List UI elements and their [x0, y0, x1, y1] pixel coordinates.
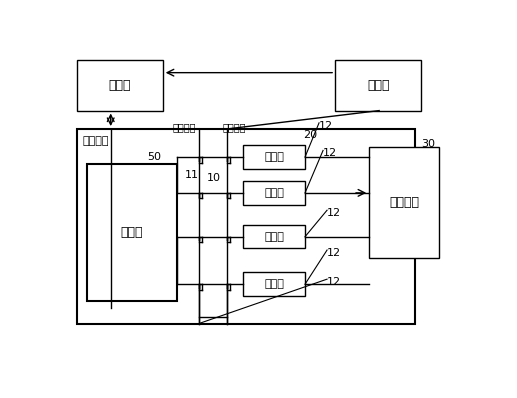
Text: 负极电源: 负极电源 — [223, 122, 247, 132]
Text: 导航仪: 导航仪 — [109, 79, 131, 92]
Text: 12: 12 — [327, 248, 341, 258]
Text: 继电器: 继电器 — [264, 152, 284, 162]
Text: 正极电源: 正极电源 — [173, 122, 196, 132]
Bar — [243, 181, 305, 205]
Text: 单片机: 单片机 — [120, 226, 143, 239]
Bar — [243, 145, 305, 169]
Text: 升降装置: 升降装置 — [389, 196, 419, 209]
Text: 12: 12 — [323, 148, 337, 158]
Bar — [369, 147, 439, 258]
Text: 12: 12 — [327, 208, 341, 218]
Bar — [335, 60, 421, 111]
Text: 12: 12 — [327, 277, 341, 287]
Text: 继电器: 继电器 — [264, 232, 284, 242]
Text: 12: 12 — [319, 121, 333, 131]
Bar — [77, 60, 163, 111]
Text: 继电器: 继电器 — [264, 279, 284, 289]
Text: 控制单元: 控制单元 — [83, 136, 109, 146]
Bar — [87, 164, 177, 300]
Bar — [243, 225, 305, 248]
Text: 30: 30 — [421, 139, 435, 149]
Text: 50: 50 — [147, 152, 161, 162]
Text: 11: 11 — [185, 170, 199, 180]
Text: 20: 20 — [303, 130, 317, 140]
Text: 摄像头: 摄像头 — [367, 79, 389, 92]
Text: 10: 10 — [207, 173, 221, 183]
Text: 继电器: 继电器 — [264, 188, 284, 198]
Bar — [77, 129, 415, 324]
Bar — [243, 272, 305, 296]
